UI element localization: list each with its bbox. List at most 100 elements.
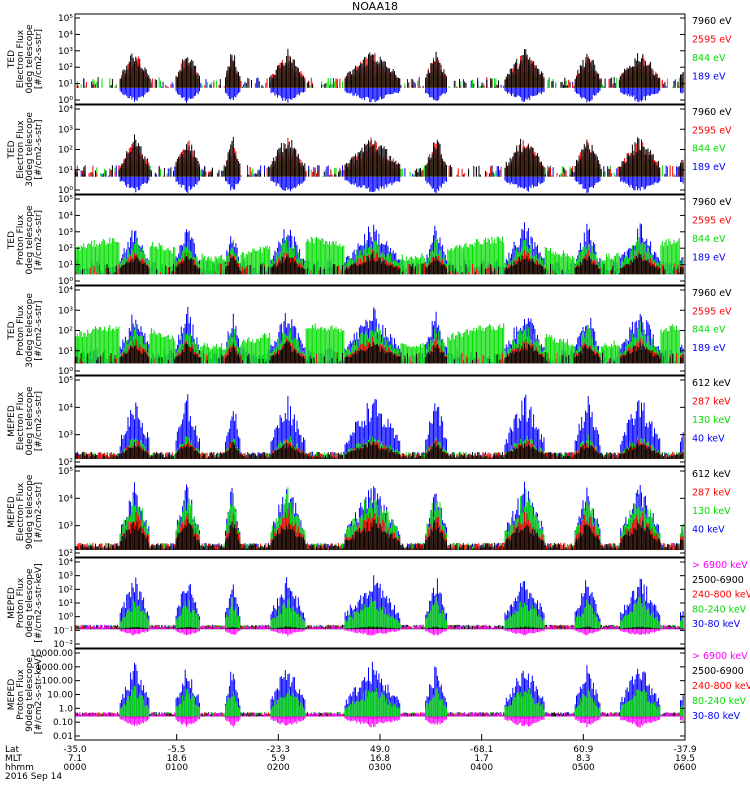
y-axis-label-line-2: Electron Flux (16, 120, 26, 179)
legend-entry--6900-kev: > 6900 keV (692, 560, 748, 571)
x-tick-mlt: 1.7 (475, 754, 489, 764)
legend-entry-7960-ev: 7960 eV (692, 288, 732, 299)
x-tick-hhmm: 0300 (369, 763, 392, 773)
legend-entry-844-ev: 844 eV (692, 53, 726, 64)
y-axis-label-line-2: Electron Flux (16, 29, 26, 88)
plot-title: NOAA18 (351, 0, 399, 13)
y-tick-label: 10⁴ (58, 403, 73, 413)
panel-8: 0.01 0.10 1.0 10.00 100.00 1000.00 10000.00 MEP… (7, 648, 750, 742)
y-tick-label: 10⁻² (53, 640, 73, 650)
y-tick-label: 10³ (58, 572, 73, 582)
y-axis-label-line-3: 0deg telescope (25, 568, 35, 638)
y-tick-label: 10³ (58, 306, 73, 316)
x-tick-mlt: 16.8 (370, 754, 390, 764)
y-tick-label: 0.10 (53, 718, 73, 728)
series-612-kev-panel-6 (75, 519, 684, 550)
panel-5: 10² 10³ 10⁴ 10⁵ MEPED Electron Flux 0deg teles… (7, 375, 731, 468)
x-tick-lat: -23.3 (267, 745, 290, 755)
legend-entry-287-kev: 287 keV (692, 488, 731, 499)
x-tick-mlt: 5.9 (271, 754, 286, 764)
y-tick-label: 10² (58, 549, 73, 559)
legend-entry-2500-6900: 2500-6900 (692, 575, 744, 586)
x-row-label-lat: Lat (5, 745, 20, 755)
y-tick-label: 10³ (58, 431, 73, 441)
x-tick-hhmm: 0400 (470, 763, 493, 773)
y-tick-label: 10³ (58, 47, 73, 57)
panel-4: 10⁰ 10¹ 10² 10³ 10⁴ TED Proton Flux 30deg teles… (7, 285, 732, 377)
y-axis-label-line-3: 90deg telescope (25, 474, 35, 549)
y-tick-label: 10⁵ (58, 376, 73, 386)
y-axis-label-line-1: TED (7, 231, 17, 250)
x-tick-lat: -35.0 (63, 745, 87, 755)
x-tick-hhmm: 0000 (64, 763, 87, 773)
y-tick-label: 1000.00 (36, 663, 73, 673)
y-tick-label: 10⁰ (58, 367, 73, 377)
x-tick-lat: -37.9 (673, 745, 697, 755)
y-axis-label-line-3: 0deg telescope (25, 386, 35, 456)
y-axis-label-line-3: 30deg telescope (25, 112, 35, 187)
series-7960-ev-panel-4 (75, 341, 684, 364)
legend-entry-287-kev: 287 keV (692, 397, 731, 408)
panel-3: 10⁰ 10¹ 10² 10³ 10⁴ 10⁵ TED Proton Flux 0deg tel… (7, 194, 732, 287)
legend-entry-189-ev: 189 eV (692, 162, 726, 173)
y-axis-label-line-2: Proton Flux (16, 305, 26, 356)
y-tick-label: 10¹ (58, 166, 73, 176)
x-tick-hhmm: 0200 (267, 763, 290, 773)
legend-entry-189-ev: 189 eV (692, 253, 726, 264)
y-axis-label-line-2: Electron Flux (16, 391, 26, 450)
y-tick-label: 10³ (58, 125, 73, 135)
y-axis-label-line-4: [#/cm2-s-str-keV] (34, 563, 44, 642)
y-tick-label: 1.0 (59, 704, 74, 714)
legend-entry-130-kev: 130 keV (692, 415, 731, 426)
y-tick-label: 10² (58, 458, 73, 468)
y-axis-label-line-3: 0deg telescope (25, 205, 35, 275)
legend-entry-7960-ev: 7960 eV (692, 197, 732, 208)
y-tick-label: 10⁴ (58, 105, 73, 115)
y-axis-label-line-1: TED (7, 140, 17, 159)
series-7960-ev-panel-2 (75, 134, 684, 177)
y-tick-label: 10¹ (58, 80, 73, 90)
series-7960-ev-panel-3 (82, 253, 684, 275)
panel-1: 10⁰ 10¹ 10² 10³ 10⁴ 10⁵ TED Electron Flux 0deg t… (7, 13, 732, 106)
y-axis-label-line-2: Electron Flux (16, 482, 26, 541)
y-tick-label: 10⁴ (58, 286, 73, 296)
y-tick-label: 10⁻¹ (53, 626, 73, 636)
legend-entry-7960-ev: 7960 eV (692, 107, 732, 118)
legend-entry--6900-kev: > 6900 keV (692, 651, 748, 662)
y-tick-label: 10² (58, 146, 73, 156)
y-axis-label-line-4: [#/cm2-s-str] (34, 482, 44, 542)
y-axis-label-line-3: 90deg telescope (25, 657, 35, 732)
y-axis-label-line-1: MEPED (7, 405, 17, 437)
y-tick-label: 10¹ (58, 599, 73, 609)
y-axis-label-line-3: 30deg telescope (25, 293, 35, 368)
panel-frame (74, 13, 686, 105)
series--6900-kev-panel-8 (75, 712, 684, 728)
x-row-label-mlt: MLT (5, 754, 23, 764)
x-tick-lat: -5.5 (168, 745, 186, 755)
x-tick-lat: 49.0 (370, 745, 390, 755)
legend-entry-30-80-kev: 30-80 keV (692, 711, 741, 722)
series-7960-ev-panel-1 (76, 48, 684, 88)
x-tick-hhmm: 0100 (165, 763, 188, 773)
y-tick-label: 10⁴ (58, 211, 73, 221)
legend-entry-189-ev: 189 eV (692, 72, 726, 83)
y-tick-label: 10⁰ (58, 277, 73, 287)
legend-entry-40-kev: 40 keV (692, 525, 725, 536)
series-612-kev-panel-5 (75, 441, 684, 459)
date-label: 2016 Sep 14 (5, 772, 62, 782)
x-tick-hhmm: 0500 (572, 763, 595, 773)
y-axis-label-line-4: [#/cm2-s-str] (34, 210, 44, 270)
y-tick-label: 10⁰ (58, 613, 73, 623)
panel-7: 10⁻² 10⁻¹ 10⁰ 10¹ 10² 10³ 10⁴ MEPED Proton Flux 0… (7, 557, 750, 650)
legend-entry-40-kev: 40 keV (692, 434, 725, 445)
legend-entry-612-kev: 612 keV (692, 469, 731, 480)
panel-frame (74, 466, 686, 558)
y-tick-label: 10² (58, 585, 73, 595)
legend-entry-80-240-kev: 80-240 keV (692, 696, 747, 707)
panel-frame (74, 375, 686, 467)
x-tick-mlt: 7.1 (68, 754, 82, 764)
y-tick-label: 10000.00 (30, 649, 73, 659)
y-axis-label-line-1: TED (7, 321, 17, 340)
y-tick-label: 10⁴ (58, 30, 73, 40)
